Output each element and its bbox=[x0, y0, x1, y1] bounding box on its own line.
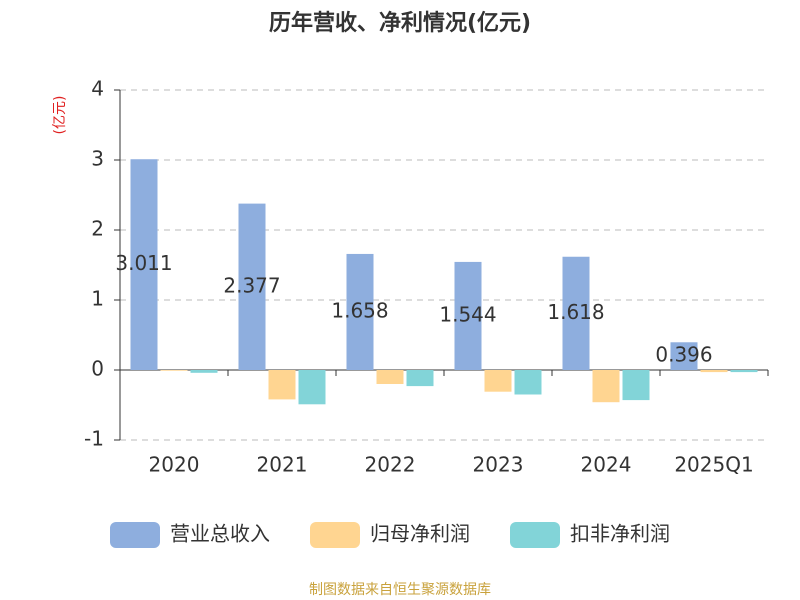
bar bbox=[268, 370, 296, 400]
data-label: 1.618 bbox=[547, 300, 604, 324]
data-label: 0.396 bbox=[655, 343, 712, 367]
bar bbox=[298, 370, 326, 405]
bar bbox=[376, 370, 404, 384]
y-axis-label: (亿元) bbox=[52, 96, 68, 135]
bar bbox=[622, 370, 650, 401]
y-tick-label: 4 bbox=[91, 77, 104, 101]
bar bbox=[406, 370, 434, 387]
x-tick-label: 2022 bbox=[365, 453, 416, 477]
bar bbox=[562, 256, 590, 370]
bar bbox=[160, 370, 188, 371]
legend-label: 归母净利润 bbox=[370, 522, 470, 546]
bar bbox=[346, 253, 374, 370]
bar bbox=[130, 159, 158, 370]
y-tick-label: 3 bbox=[91, 147, 104, 171]
legend-swatch bbox=[310, 522, 360, 548]
y-tick-label: -1 bbox=[84, 427, 104, 451]
bar bbox=[484, 370, 512, 392]
bar bbox=[592, 370, 620, 403]
chart-title: 历年营收、净利情况(亿元) bbox=[269, 10, 531, 36]
x-tick-label: 2025Q1 bbox=[674, 453, 753, 477]
data-label: 2.377 bbox=[223, 273, 280, 297]
legend-swatch bbox=[510, 522, 560, 548]
bar bbox=[700, 370, 728, 373]
bar bbox=[190, 370, 218, 373]
data-label: 1.658 bbox=[331, 298, 388, 322]
data-label: 3.011 bbox=[115, 251, 172, 275]
y-tick-label: 2 bbox=[91, 217, 104, 241]
bar bbox=[670, 342, 698, 370]
source-note: 制图数据来自恒生聚源数据库 bbox=[309, 582, 491, 598]
x-tick-label: 2023 bbox=[473, 453, 524, 477]
x-tick-label: 2024 bbox=[581, 453, 632, 477]
x-tick-label: 2020 bbox=[149, 453, 200, 477]
bar bbox=[730, 370, 758, 373]
y-tick-label: 0 bbox=[91, 357, 104, 381]
legend-swatch bbox=[110, 522, 160, 548]
bar bbox=[238, 203, 266, 370]
data-label: 1.544 bbox=[439, 302, 496, 326]
x-tick-label: 2021 bbox=[257, 453, 308, 477]
bar bbox=[454, 261, 482, 370]
legend-label: 扣非净利润 bbox=[570, 522, 670, 546]
legend-label: 营业总收入 bbox=[170, 522, 270, 546]
y-tick-label: 1 bbox=[91, 287, 104, 311]
bar bbox=[514, 370, 542, 395]
